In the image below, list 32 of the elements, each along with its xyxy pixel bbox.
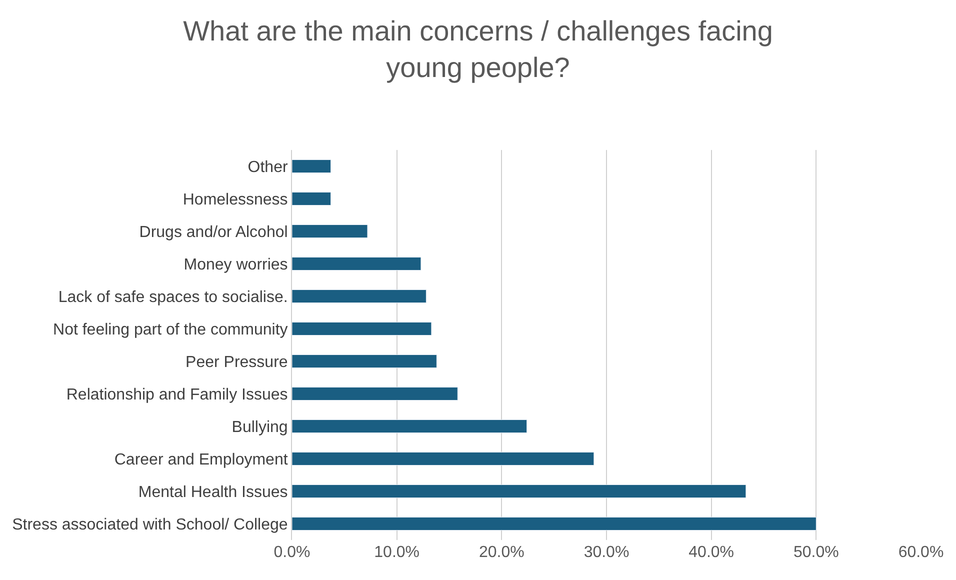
bar xyxy=(292,290,426,303)
y-tick-label: Relationship and Family Issues xyxy=(66,386,288,404)
bar xyxy=(292,192,332,206)
y-tick-label: Not feeling part of the community xyxy=(53,321,288,338)
bar xyxy=(292,452,594,466)
y-tick-label: Mental Health Issues xyxy=(138,484,288,501)
x-tick-label: 60.0% xyxy=(898,544,944,561)
y-tick-label: Stress associated with School/ College xyxy=(12,516,288,534)
bar xyxy=(292,517,816,530)
bar xyxy=(292,354,437,368)
bar xyxy=(292,322,432,336)
y-tick-label: Career and Employment xyxy=(114,451,288,468)
y-tick-label: Drugs and/or Alcohol xyxy=(139,224,288,241)
x-tick-label: 30.0% xyxy=(584,544,630,561)
bar xyxy=(292,387,458,400)
y-tick-label: Peer Pressure xyxy=(186,354,288,371)
y-tick-label: Lack of safe spaces to socialise. xyxy=(58,288,288,306)
x-tick-label: 10.0% xyxy=(374,544,420,561)
x-tick-label: 0.0% xyxy=(274,544,310,561)
x-tick-label: 50.0% xyxy=(793,544,839,561)
y-tick-label: Homelessness xyxy=(182,191,288,208)
chart-title: What are the main concerns / challenges facing young people? xyxy=(183,16,773,83)
bar xyxy=(292,160,332,173)
x-tick-label: 40.0% xyxy=(688,544,734,561)
y-tick-label: Bullying xyxy=(232,418,288,436)
y-tick-label: Money worries xyxy=(184,256,288,274)
x-tick-label: 20.0% xyxy=(478,544,524,561)
y-tick-label: Other xyxy=(248,158,288,176)
bar xyxy=(292,484,746,498)
bar xyxy=(292,420,528,433)
bar xyxy=(292,224,368,238)
bar xyxy=(292,257,422,270)
